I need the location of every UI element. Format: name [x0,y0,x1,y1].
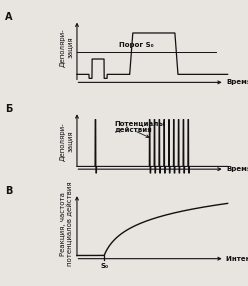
Text: Потенциалы
действия: Потенциалы действия [115,120,165,133]
Text: Интенсивность стимула S: Интенсивность стимула S [226,256,248,262]
Text: Реакция, частота
потенциалов действия: Реакция, частота потенциалов действия [60,181,73,266]
Text: Деполяри-
зация: Деполяри- зация [60,122,73,161]
Text: S₀: S₀ [100,263,108,269]
Text: В: В [5,186,12,196]
Text: Время: Время [226,80,248,85]
Text: Время: Время [226,166,248,172]
Text: Б: Б [5,104,12,114]
Text: Порог S₀: Порог S₀ [119,42,154,48]
Text: А: А [5,12,12,22]
Text: Деполяри-
зация: Деполяри- зация [60,28,73,67]
